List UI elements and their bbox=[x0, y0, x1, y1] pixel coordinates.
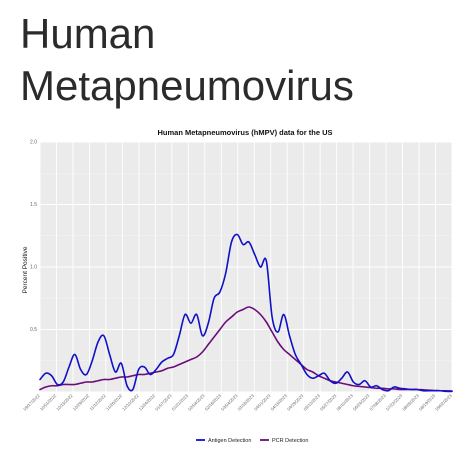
legend-label-pcr-detection: PCR Detection bbox=[272, 438, 308, 444]
x-tick-label: 11/12/2022 bbox=[88, 393, 107, 412]
legend-label-antigen-detection: Antigen Detection bbox=[208, 438, 251, 444]
chart-legend: Antigen Detection PCR Detection bbox=[196, 438, 308, 444]
y-tick-label: 1.5 bbox=[30, 202, 37, 208]
series-line-antigen-detection bbox=[39, 233, 453, 393]
y-tick-label: 2.0 bbox=[30, 140, 37, 146]
chart-container: Human Metapneumovirus (hMPV) data for th… bbox=[0, 120, 474, 467]
page-heading: Human Metapneumovirus bbox=[20, 8, 354, 112]
y-axis-label: Percent Positive bbox=[22, 246, 29, 293]
page-heading-line-2: Metapneumovirus bbox=[20, 62, 354, 109]
x-axis-ticks: 09/17/202210/01/202210/15/202210/29/2022… bbox=[22, 393, 453, 412]
hmpv-line-chart: Human Metapneumovirus (hMPV) data for th… bbox=[22, 128, 453, 444]
chart-title: Human Metapneumovirus (hMPV) data for th… bbox=[157, 128, 332, 137]
series-lines bbox=[39, 233, 453, 393]
page-heading-line-1: Human bbox=[20, 10, 156, 57]
y-axis-ticks: 0.5 1.0 1.5 2.0 bbox=[30, 140, 37, 334]
x-tick-label: 09/02/2023 bbox=[434, 393, 453, 412]
x-tick-label: 10/29/2022 bbox=[72, 393, 91, 412]
y-tick-label: 0.5 bbox=[30, 327, 37, 333]
y-tick-label: 1.0 bbox=[30, 265, 37, 271]
series-line-pcr-detection bbox=[39, 306, 453, 392]
